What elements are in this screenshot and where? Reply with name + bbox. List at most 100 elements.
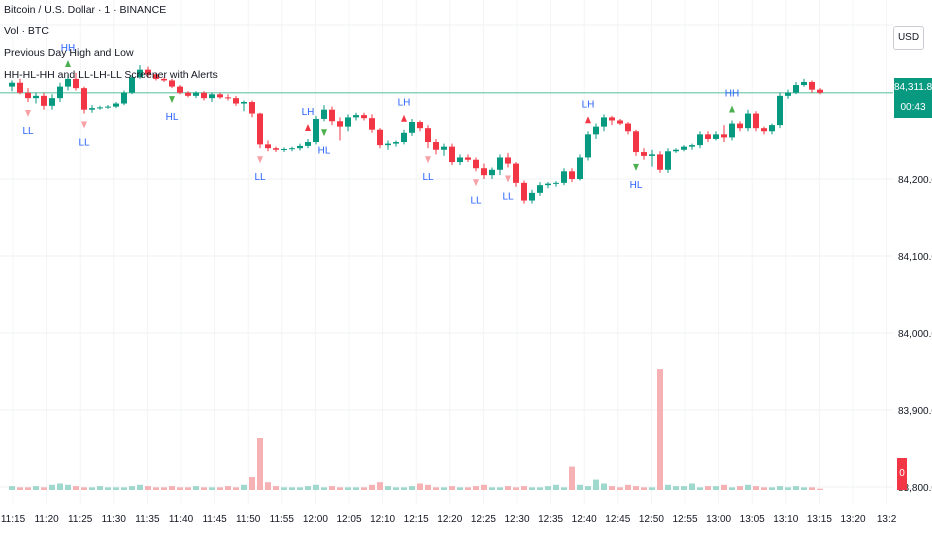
volume-bar <box>193 486 199 490</box>
candle-body <box>145 69 151 75</box>
volume-bar <box>329 486 335 490</box>
volume-bar <box>89 487 95 490</box>
volume-bar <box>257 438 263 490</box>
volume-bar <box>305 486 311 490</box>
x-tick-label: 12:45 <box>605 514 630 525</box>
candle-body <box>353 115 359 118</box>
volume-bar <box>105 487 111 490</box>
volume-bar <box>457 487 463 490</box>
volume-bar <box>785 487 791 490</box>
volume-bar <box>545 486 551 490</box>
candle-body <box>801 81 807 86</box>
volume-bar <box>505 486 511 490</box>
volume-bar <box>97 486 103 490</box>
candle-body <box>761 128 767 132</box>
candle-body <box>409 122 415 133</box>
pivot-label: HL <box>166 112 179 123</box>
x-tick-label: 11:40 <box>169 514 194 525</box>
volume-bar <box>209 487 215 490</box>
legend-indicator-screener[interactable]: HH-HL-HH and LL-LH-LL Screener with Aler… <box>4 69 218 81</box>
volume-bar <box>609 486 615 490</box>
candle-body <box>129 77 135 93</box>
candle-body <box>337 121 343 127</box>
y-axis[interactable]: 84,200.00 84,100.00 84,000.00 83,900.00 83,8… <box>898 175 932 494</box>
x-tick-label: 13:00 <box>706 514 731 525</box>
candle-body <box>105 106 111 108</box>
candle-body <box>537 185 543 193</box>
candle-body <box>25 92 31 99</box>
candle-body <box>153 74 159 79</box>
volume-bar <box>41 487 47 490</box>
x-tick-label: 11:50 <box>236 514 261 525</box>
pivot-label: LH <box>582 99 595 110</box>
candle-body <box>609 117 615 121</box>
pivot-label: LL <box>78 138 90 149</box>
candle-body <box>593 126 599 135</box>
candle-body <box>81 88 87 110</box>
candle-body <box>97 107 103 109</box>
volume-bars <box>9 369 823 490</box>
candle-body <box>817 89 823 93</box>
volume-bar <box>809 487 815 490</box>
candle-body <box>705 134 711 139</box>
candle-body <box>617 120 623 124</box>
volume-bar <box>817 488 823 490</box>
volume-bar <box>273 486 279 490</box>
volume-bar <box>313 484 319 490</box>
volume-bar <box>249 477 255 490</box>
candle-body <box>457 157 463 163</box>
candle-body <box>713 134 719 139</box>
volume-bar <box>409 486 415 490</box>
legend-indicator-pdhl[interactable]: Previous Day High and Low <box>4 47 134 59</box>
candle-body <box>465 157 471 160</box>
volume-bar <box>281 487 287 490</box>
candle-body <box>201 92 207 99</box>
candle-body <box>425 128 431 143</box>
candle-body <box>697 134 703 146</box>
candle-body <box>113 103 119 107</box>
volume-bar <box>161 487 167 490</box>
volume-bar <box>361 487 367 490</box>
candle-body <box>417 122 423 129</box>
y-tick-label: 83,900.00 <box>898 406 932 417</box>
candle-body <box>489 169 495 176</box>
pivot-label: LL <box>422 172 434 183</box>
candle-body <box>777 95 783 126</box>
x-tick-label: 12:30 <box>504 514 529 525</box>
legend-volume[interactable]: Vol · BTC <box>4 25 49 37</box>
x-tick-label: 12:35 <box>538 514 563 525</box>
x-tick-label: 11:25 <box>68 514 93 525</box>
y-tick-label: 83,800.00 <box>898 483 932 494</box>
x-tick-label: 12:40 <box>572 514 597 525</box>
candle-body <box>281 148 287 150</box>
volume-bar <box>9 486 15 490</box>
candle-body <box>481 168 487 176</box>
candle-body <box>729 123 735 138</box>
legend-symbol[interactable]: Bitcoin / U.S. Dollar · 1 · BINANCE <box>4 4 167 16</box>
candle-body <box>497 157 503 170</box>
candle-body <box>241 102 247 104</box>
currency-button[interactable]: USD <box>893 26 924 50</box>
pivot-label: HL <box>630 180 643 191</box>
candle-body <box>745 113 751 129</box>
y-tick-label: 84,100.00 <box>898 252 932 263</box>
pivot-arrow <box>25 110 31 117</box>
candle-body <box>49 98 55 106</box>
chart-legend: Bitcoin / U.S. Dollar · 1 · BINANCE Vol … <box>4 0 218 86</box>
candle-body <box>297 145 303 149</box>
candle-body <box>161 78 167 81</box>
volume-bar <box>529 487 535 490</box>
x-tick-label: 12:20 <box>437 514 462 525</box>
pivot-arrow <box>305 123 311 131</box>
x-tick-label: 12:25 <box>471 514 496 525</box>
volume-bar <box>369 484 375 490</box>
pivot-label: LH <box>302 107 315 118</box>
x-axis[interactable]: 11:15 11:20 11:25 11:30 11:35 11:40 11:45 11:50… <box>1 514 897 525</box>
x-tick-label: 13:10 <box>773 514 798 525</box>
volume-bar <box>617 487 623 490</box>
candle-body <box>209 94 215 99</box>
x-tick-label: 12:55 <box>672 514 697 525</box>
candle-body <box>449 146 455 163</box>
x-tick-label: 11:55 <box>270 514 295 525</box>
